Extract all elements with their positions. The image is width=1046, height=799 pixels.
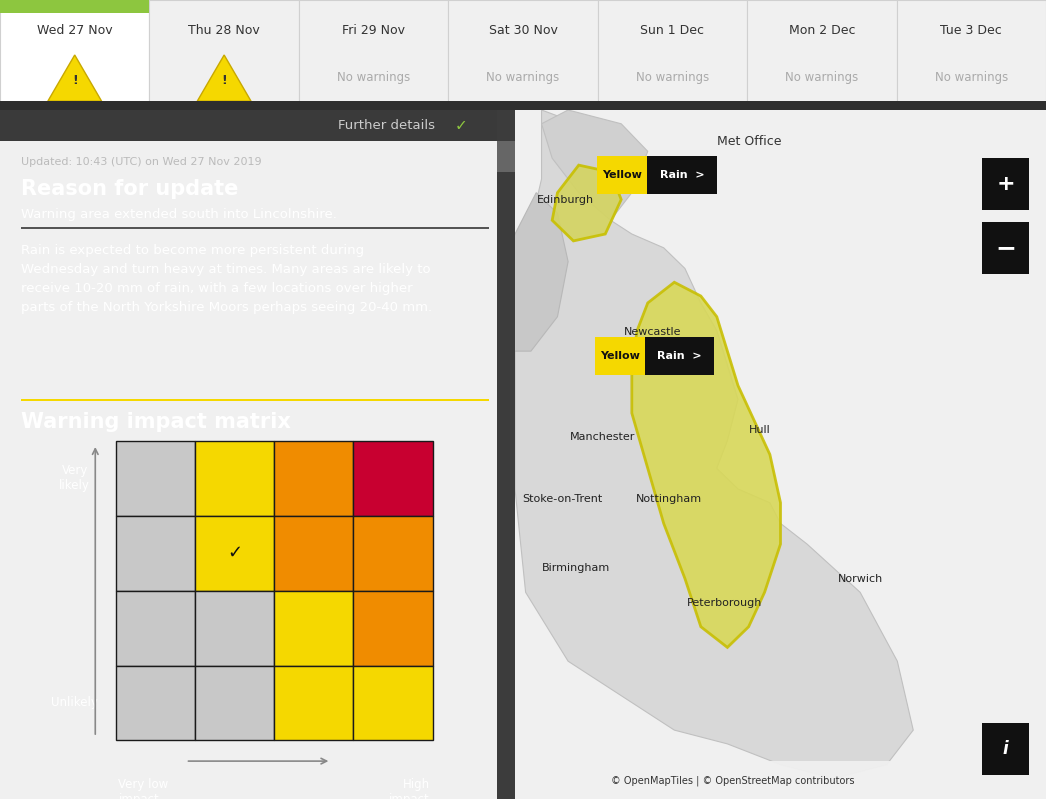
Text: No warnings: No warnings (337, 70, 410, 84)
Bar (597, 156, 647, 194)
Bar (896, 0, 1046, 110)
Text: Sun 1 Dec: Sun 1 Dec (640, 24, 704, 38)
Text: No warnings: No warnings (636, 70, 709, 84)
Polygon shape (542, 110, 647, 221)
Bar (644, 337, 714, 376)
Text: Hull: Hull (748, 425, 770, 435)
Bar (982, 723, 1029, 775)
Text: Reason for update: Reason for update (21, 179, 238, 199)
Polygon shape (632, 282, 780, 647)
Bar (354, 441, 433, 515)
Bar (195, 515, 274, 590)
Bar (195, 590, 274, 666)
Text: +: + (997, 174, 1015, 194)
Text: © OpenMapTiles | © OpenStreetMap contributors: © OpenMapTiles | © OpenStreetMap contrib… (611, 775, 855, 785)
Text: !: ! (72, 74, 77, 87)
Text: Rain  >: Rain > (660, 170, 704, 180)
Text: Rain  >: Rain > (657, 352, 702, 361)
Text: ✓: ✓ (455, 118, 468, 133)
Bar (274, 666, 354, 741)
Text: No warnings: No warnings (786, 70, 859, 84)
Bar (116, 590, 195, 666)
Text: Unlikely: Unlikely (51, 697, 98, 710)
Bar (597, 0, 747, 110)
Bar (21, 400, 490, 401)
Bar (21, 227, 490, 229)
Polygon shape (552, 165, 621, 241)
Text: Peterborough: Peterborough (687, 598, 763, 607)
Polygon shape (488, 193, 568, 351)
Text: ✓: ✓ (227, 544, 243, 562)
Bar (116, 666, 195, 741)
Bar (116, 515, 195, 590)
Bar (982, 222, 1029, 274)
Text: Norwich: Norwich (838, 574, 883, 583)
Text: !: ! (222, 74, 227, 87)
Text: Thu 28 Nov: Thu 28 Nov (188, 24, 260, 38)
Text: No warnings: No warnings (935, 70, 1008, 84)
Bar (0, 0, 150, 14)
Text: Edinburgh: Edinburgh (537, 195, 594, 205)
Text: Manchester: Manchester (570, 432, 635, 443)
Text: Updated: 10:43 (UTC) on Wed 27 Nov 2019: Updated: 10:43 (UTC) on Wed 27 Nov 2019 (21, 157, 262, 167)
Text: Nottingham: Nottingham (636, 495, 702, 504)
Text: No warnings: No warnings (486, 70, 560, 84)
Bar (594, 337, 644, 376)
Bar (515, 761, 951, 799)
Bar (354, 666, 433, 741)
Text: Fri 29 Nov: Fri 29 Nov (342, 24, 405, 38)
Text: Birmingham: Birmingham (542, 563, 610, 573)
Bar (497, 141, 515, 172)
Bar (274, 590, 354, 666)
Bar (354, 515, 433, 590)
Text: Very low
impact: Very low impact (118, 778, 168, 799)
Bar (274, 515, 354, 590)
Text: −: − (995, 236, 1016, 260)
Bar (449, 0, 597, 110)
Text: Tue 3 Dec: Tue 3 Dec (940, 24, 1002, 38)
Bar (195, 666, 274, 741)
Text: Sat 30 Nov: Sat 30 Nov (488, 24, 558, 38)
Bar (497, 110, 515, 799)
Polygon shape (515, 110, 913, 778)
Text: Rain is expected to become more persistent during
Wednesday and turn heavy at ti: Rain is expected to become more persiste… (21, 244, 432, 314)
Text: Further details: Further details (338, 119, 435, 132)
Bar (747, 0, 896, 110)
Text: Very
likely: Very likely (60, 464, 90, 492)
Text: i: i (1003, 741, 1008, 758)
Bar (299, 0, 449, 110)
Polygon shape (198, 55, 251, 101)
Text: Wed 27 Nov: Wed 27 Nov (37, 24, 113, 38)
Bar (0, 110, 515, 141)
Text: Yellow: Yellow (599, 352, 640, 361)
Bar (150, 0, 299, 110)
Bar (0, 0, 150, 110)
Bar (274, 441, 354, 515)
Bar (195, 441, 274, 515)
Bar (354, 590, 433, 666)
Bar (0, 101, 1046, 110)
Bar (647, 156, 717, 194)
Text: Newcastle
upon Tyne: Newcastle upon Tyne (624, 327, 682, 348)
Text: Mon 2 Dec: Mon 2 Dec (789, 24, 856, 38)
Text: High
impact: High impact (389, 778, 430, 799)
Text: Stoke-on-Trent: Stoke-on-Trent (523, 495, 602, 504)
Text: Warning area extended south into Lincolnshire.: Warning area extended south into Lincoln… (21, 209, 337, 221)
Polygon shape (48, 55, 101, 101)
Text: Warning impact matrix: Warning impact matrix (21, 412, 291, 432)
Text: Yellow: Yellow (602, 170, 642, 180)
Text: Met Office: Met Office (717, 134, 781, 148)
Bar (982, 158, 1029, 210)
Bar (116, 441, 195, 515)
